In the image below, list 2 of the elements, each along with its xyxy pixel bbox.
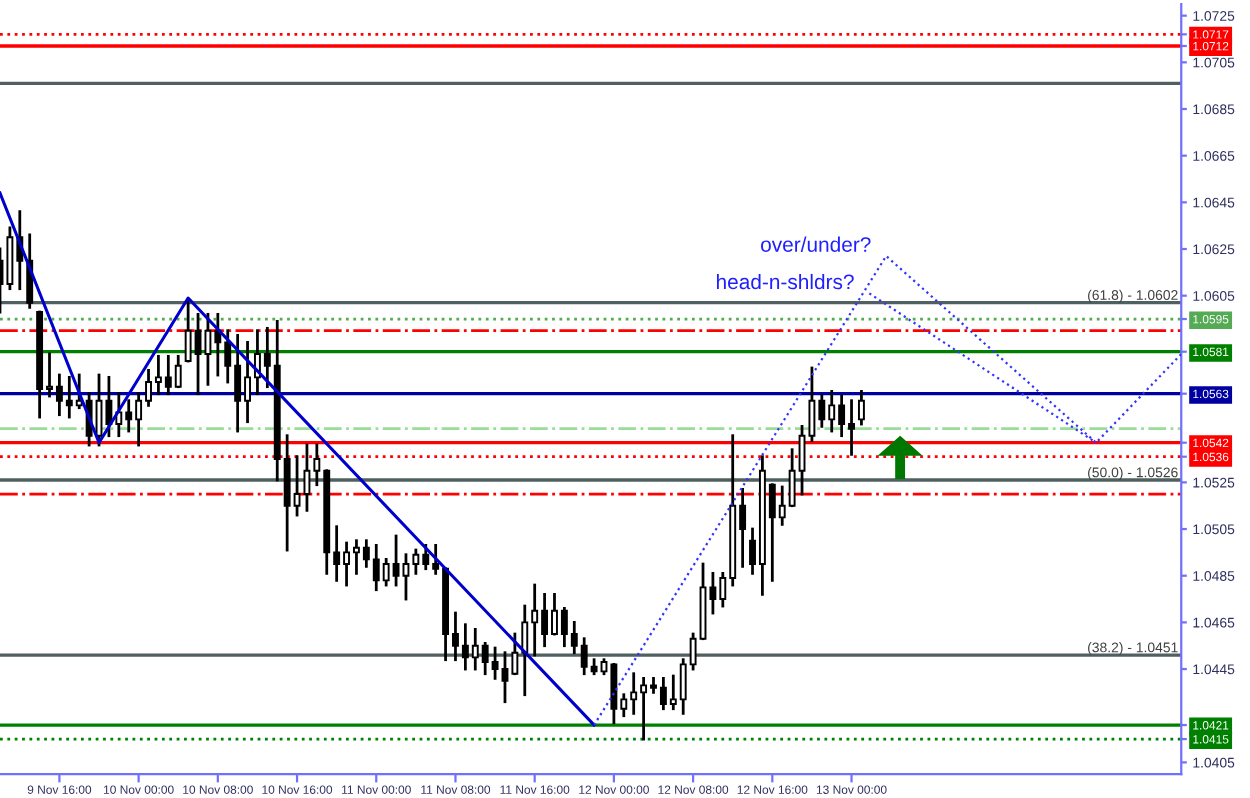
annotation: over/under?	[761, 236, 871, 252]
annotation: head-n-shldrs?	[716, 273, 854, 290]
